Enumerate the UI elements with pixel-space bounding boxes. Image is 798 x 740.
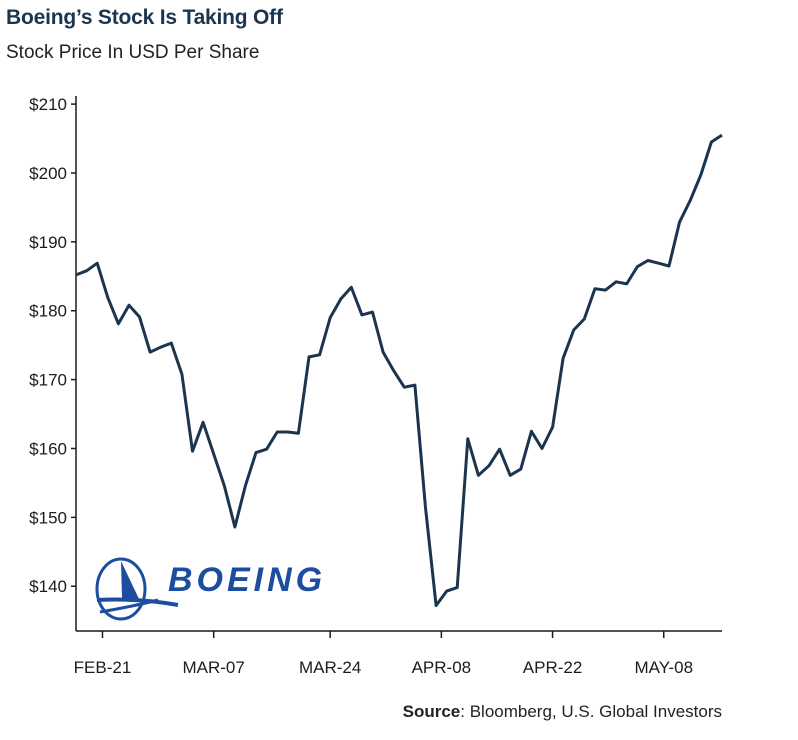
- source-label: Source: [402, 702, 461, 721]
- x-axis: FEB-21 MAR-07 MAR-24 APR-08 APR-22 MAY-08: [71, 96, 722, 677]
- y-tick-label: $190: [29, 233, 67, 252]
- x-tick-label: MAY-08: [634, 658, 693, 677]
- boeing-logo: BOEING: [95, 557, 326, 621]
- y-tick-label: $140: [29, 577, 67, 596]
- source-note: Source: Bloomberg, U.S. Global Investors: [403, 702, 722, 722]
- chart-subtitle: Stock Price In USD Per Share: [6, 42, 260, 63]
- y-tick-label: $160: [29, 439, 67, 458]
- y-tick-label: $170: [29, 371, 67, 390]
- boeing-logo-wordmark: BOEING: [168, 561, 326, 599]
- x-tick-label: FEB-21: [74, 658, 132, 677]
- y-axis-ticks: $140 $150 $160 $170 $180 $190 $200 $210: [29, 95, 67, 596]
- y-tick-label: $200: [29, 164, 67, 183]
- x-tick-label: APR-22: [523, 658, 583, 677]
- source-text: : Bloomberg, U.S. Global Investors: [460, 702, 722, 721]
- y-tick-label: $210: [29, 95, 67, 114]
- x-tick-label: MAR-24: [299, 658, 361, 677]
- series-layer: [75, 133, 723, 607]
- y-tick-label: $150: [29, 508, 67, 527]
- x-tick-label: APR-08: [412, 658, 472, 677]
- chart-title: Boeing’s Stock Is Taking Off: [6, 6, 283, 29]
- y-tick-label: $180: [29, 302, 67, 321]
- x-tick-label: MAR-07: [182, 658, 244, 677]
- series-line-boeing: [75, 133, 723, 607]
